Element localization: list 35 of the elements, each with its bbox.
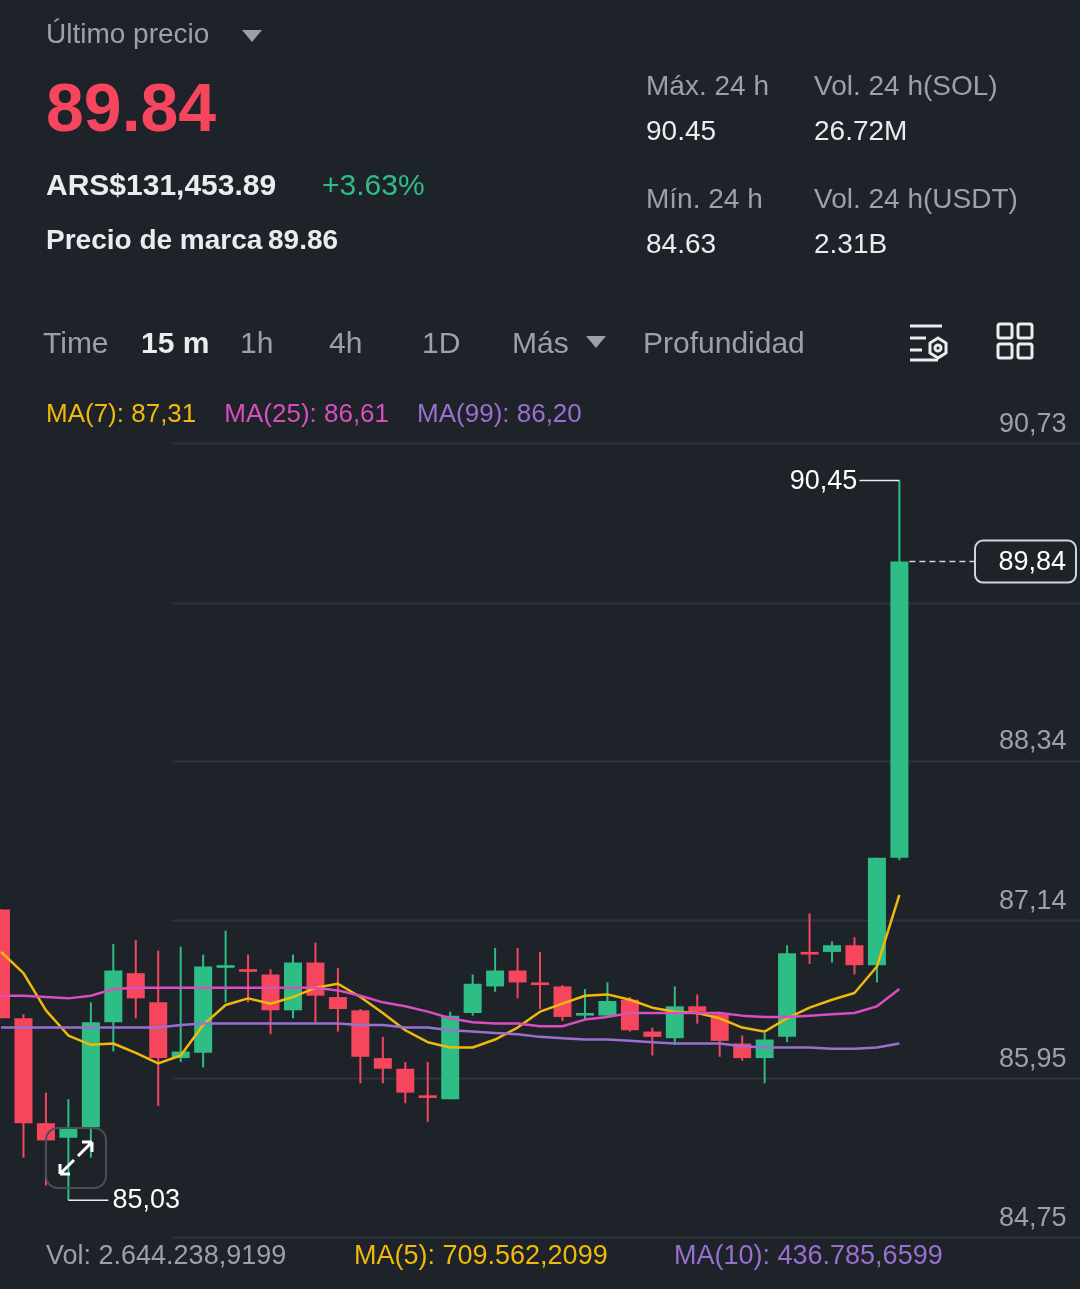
text: 89.84 xyxy=(46,68,217,146)
text: 1D xyxy=(422,326,461,360)
text: Precio de marca xyxy=(46,224,263,256)
y-tick-label: 85,95 xyxy=(998,1042,1067,1073)
text: MA(25): 86,61 xyxy=(224,398,390,428)
text: Time xyxy=(43,326,109,360)
text: 89.86 xyxy=(268,224,339,256)
text: Vol. 24 h(USDT) xyxy=(814,183,1018,215)
annotation: MA(5): 709.562,2099 xyxy=(354,1240,608,1271)
text: ARS$131,453.89 xyxy=(46,168,277,202)
annotation: 85,03 xyxy=(112,1184,180,1215)
ref-line-label: 89,84 xyxy=(998,545,1066,576)
text: 84.63 xyxy=(646,228,717,260)
annotation: Vol: 2.644.238,9199 xyxy=(46,1240,287,1271)
y-tick-label: 90,73 xyxy=(998,407,1067,438)
text: Máx. 24 h xyxy=(646,70,769,102)
text: MA(7): 87,31 xyxy=(46,398,197,428)
text: MA(99): 86,20 xyxy=(417,398,582,428)
y-tick-label: 87,14 xyxy=(998,884,1067,915)
text: 15 m xyxy=(141,326,210,360)
annotation: MA(10): 436.785,6599 xyxy=(674,1240,943,1271)
text: 2.31B xyxy=(814,228,888,260)
annotation: 90,45 xyxy=(789,464,858,495)
text: 4h xyxy=(329,326,363,360)
text: 90.45 xyxy=(646,115,717,147)
text: +3.63% xyxy=(322,168,425,202)
text: Profundidad xyxy=(643,326,805,360)
text: Vol. 24 h(SOL) xyxy=(814,70,998,102)
text: Mín. 24 h xyxy=(646,183,763,215)
text: 26.72M xyxy=(814,115,908,147)
y-tick-label: 84,75 xyxy=(998,1201,1067,1232)
text: 1h xyxy=(240,326,274,360)
chart-title: Último precio xyxy=(46,18,210,50)
y-tick-label: 88,34 xyxy=(998,725,1067,756)
text: Más xyxy=(512,326,569,360)
